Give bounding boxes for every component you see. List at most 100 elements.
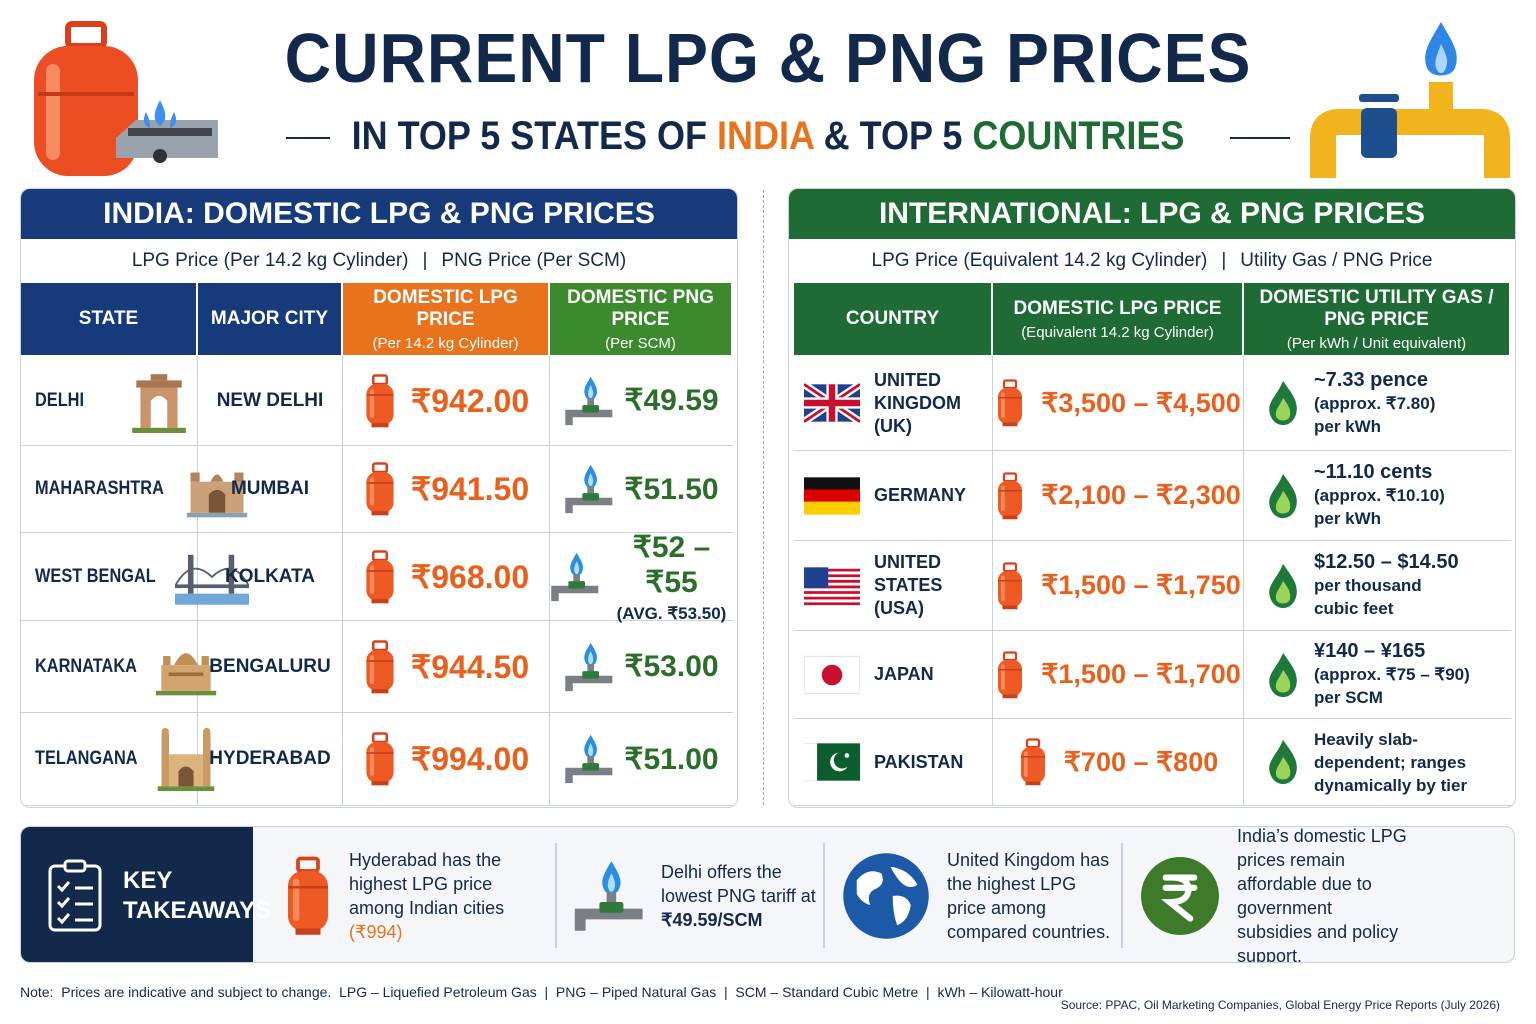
icon-part: [288, 885, 328, 888]
icon-part: [551, 585, 599, 601]
country-name: UNITED STATES (USA): [874, 552, 943, 618]
gas-line: per kWh: [1314, 509, 1382, 528]
panel-divider: [763, 190, 764, 805]
column-header: DOMESTIC PNG PRICE (Per SCM): [550, 283, 733, 355]
icon-part: [998, 379, 1023, 427]
pipe-icon: [564, 732, 614, 786]
icon-part: [565, 675, 613, 691]
icon-part: [162, 655, 171, 665]
icon-part: [804, 743, 860, 781]
country-name: JAPAN: [874, 664, 934, 684]
icon-part: [155, 690, 216, 695]
lpg-price: ₹994.00: [410, 741, 530, 777]
state-cell: MAHARASHTRA: [21, 446, 248, 532]
icon-part: [804, 655, 860, 694]
icon-part: [210, 474, 224, 482]
icon-part: [998, 650, 1023, 698]
lpg-cell: ₹968.00: [343, 533, 550, 620]
gas-line: per SCM: [1314, 688, 1383, 707]
landmark-icon: [175, 544, 250, 610]
cylinder-icon: [363, 638, 397, 696]
icon-part: [369, 388, 374, 418]
takeaway: Delhi offers the lowest PNG tariff at ₹4…: [573, 827, 833, 962]
png-value: ₹49.59: [624, 383, 718, 418]
flame-icon: [1266, 650, 1300, 700]
icon-part: [565, 642, 613, 691]
icon-part: [136, 379, 182, 388]
icon-part: [998, 471, 1023, 519]
landmark-icon: [127, 368, 191, 434]
lpg-price: ₹700 – ₹800: [1063, 746, 1219, 777]
column-title: DOMESTIC LPG PRICE: [1013, 297, 1222, 319]
icon-part: [1003, 471, 1018, 482]
column-header: MAJOR CITY: [198, 283, 343, 355]
icon-part: [582, 493, 600, 501]
icon-part: [1160, 873, 1198, 922]
international-panel: INTERNATIONAL: LPG & PNG PRICES LPG Pric…: [788, 188, 1516, 808]
landmark-icon: [185, 456, 249, 522]
subtitle-mid: & TOP 5: [823, 114, 963, 158]
country-row: JAPAN ₹1,500 – ₹1,700 ¥140 – ¥165 (approx. …: [794, 631, 1511, 719]
stove-top: [128, 128, 212, 136]
takeaway-body: Hyderabad has the highest LPG price amon…: [349, 849, 505, 918]
icon-part: [371, 688, 389, 693]
icon-part: [132, 427, 186, 433]
checklist: [56, 880, 93, 924]
india-panel: INDIA: DOMESTIC LPG & PNG PRICES LPG Pri…: [20, 188, 738, 808]
title: CURRENT LPG & PNG PRICES: [284, 19, 1252, 97]
icon-part: [371, 422, 389, 427]
icon-part: [150, 373, 168, 380]
icon-part: [366, 639, 394, 693]
city-name: MUMBAI: [198, 446, 343, 532]
takeaways-label: KEY TAKEAWAYS: [21, 827, 271, 962]
column-header: DOMESTIC LPG PRICE (Equivalent 14.2 kg Cy…: [993, 283, 1244, 355]
png-price: ₹53.00: [624, 650, 719, 683]
india-subheading: LPG Price (Per 14.2 kg Cylinder) | PNG Pri…: [21, 239, 737, 283]
png-value: ₹51.50: [624, 472, 718, 507]
icon-part: [582, 404, 600, 413]
icon-part: [1002, 422, 1018, 427]
takeaway-text: United Kingdom has the highest LPG price…: [947, 848, 1117, 944]
icon-part: [1269, 473, 1297, 518]
icon-part: [1275, 490, 1291, 513]
gas-value: ~11.10 cents (approx. ₹10.10) per kWh: [1314, 461, 1445, 530]
png-value: ₹53.00: [624, 649, 718, 684]
cylinder-shine: [46, 64, 60, 160]
icon-part: [186, 512, 248, 518]
icon-part: [366, 659, 394, 662]
column-title: STATE: [78, 308, 139, 329]
icon-part: [1141, 856, 1219, 935]
icon-part: [140, 386, 178, 428]
icon-part: [588, 384, 594, 398]
country-name: PAKISTAN: [874, 751, 964, 772]
cylinder-icon: [995, 469, 1025, 523]
icon-part: [369, 477, 374, 506]
icon-part: [1275, 580, 1291, 603]
pipe-valve: [1361, 108, 1397, 158]
gas-value: ¥140 – ¥165 (approx. ₹75 – ₹90) per SCM: [1314, 640, 1470, 709]
icon-part: [369, 654, 374, 684]
icon-part: [804, 384, 860, 422]
state-row: DELHI NEW DELHI ₹942.00 ₹49.59: [21, 356, 733, 446]
state-cell: TELANGANA: [21, 713, 215, 805]
takeaway: Hyderabad has the highest LPG price amon…: [283, 827, 553, 962]
subheading-gas: Utility Gas / PNG Price: [1240, 250, 1433, 271]
cylinder-icon: [1018, 735, 1048, 789]
icon-part: [366, 462, 394, 516]
takeaway-icon: [573, 856, 645, 936]
icon-part: [190, 472, 200, 482]
cylinder-icon: [995, 376, 1025, 430]
lpg-cell: ₹700 – ₹800: [993, 719, 1244, 805]
city-name: BENGALURU: [198, 621, 343, 712]
icon-part: [998, 579, 1023, 581]
column-header: DOMESTIC UTILITY GAS / PNG PRICE (Per kWh…: [1244, 283, 1511, 355]
cylinder-icon: [363, 372, 397, 430]
gas-line: $12.50 – $14.50: [1314, 551, 1459, 573]
icon-part: [1002, 515, 1018, 519]
png-price: ₹49.59: [624, 384, 719, 417]
icon-part: [599, 901, 624, 913]
icon-part: [175, 593, 250, 605]
png-cell: ₹51.50: [550, 446, 733, 532]
lpg-price: ₹942.00: [410, 382, 530, 419]
takeaway-icon: [283, 849, 333, 943]
